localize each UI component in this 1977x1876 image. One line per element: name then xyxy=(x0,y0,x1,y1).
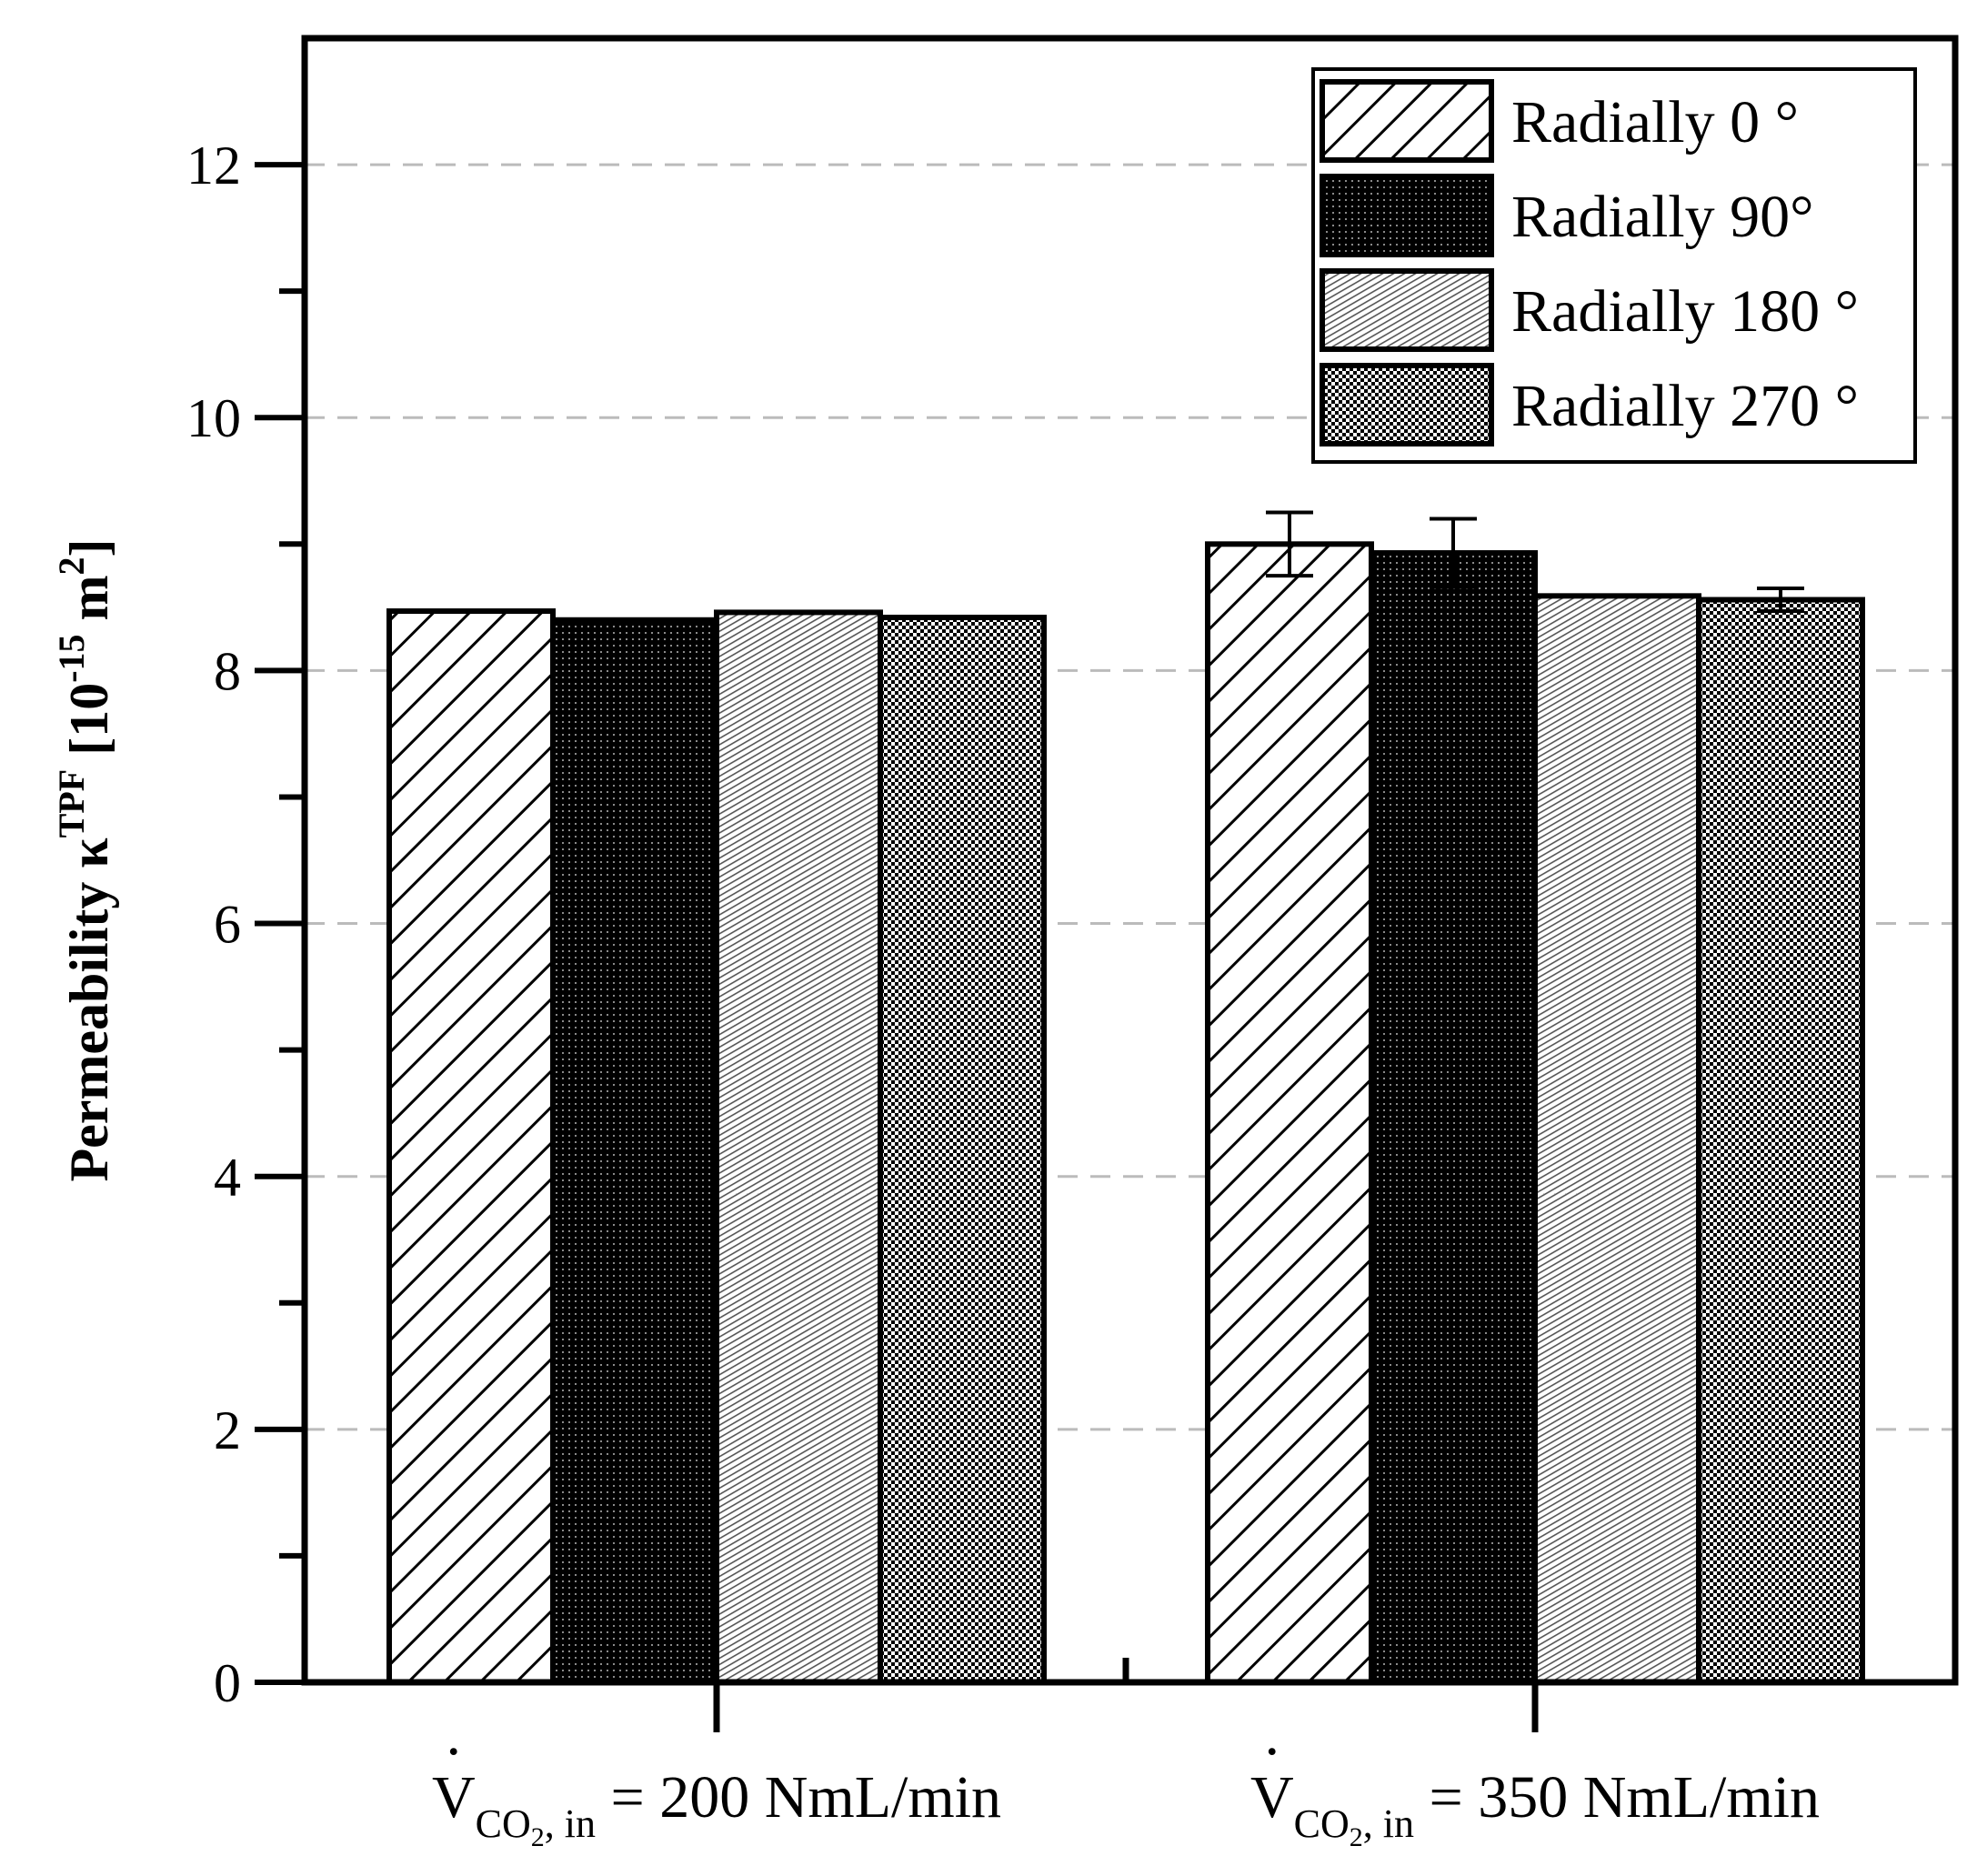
x-category-labels: VCO2, in = 200 NmL/min·VCO2, in = 350 Nm… xyxy=(432,1719,1820,1852)
y-title-unit-m-exp: 2 xyxy=(51,557,92,575)
bar-radially-270--cat1 xyxy=(878,614,1047,1685)
bars-group xyxy=(386,541,1865,1686)
y-tick-label: 6 xyxy=(214,895,241,955)
x-category-label: VCO2, in = 350 NmL/min xyxy=(1250,1764,1820,1852)
y-title-unit-open: [10 xyxy=(59,683,119,769)
legend-swatch xyxy=(1320,363,1494,446)
y-axis-ticks: 0 2 4 6 8 10 12 xyxy=(186,135,305,1713)
y-title-unit-exp: -15 xyxy=(51,634,92,682)
y-tick-label: 0 xyxy=(214,1653,241,1713)
y-title-unit-close: ] xyxy=(59,538,119,557)
y-axis-title: Permeability κTPF [10-15 m2] xyxy=(51,538,119,1181)
bar-radially-270--cat2 xyxy=(1696,597,1865,1685)
flow-rate-dot: · xyxy=(1262,1719,1282,1785)
y-tick-label: 4 xyxy=(214,1148,241,1208)
legend-swatch xyxy=(1320,79,1494,163)
legend-label: Radially 0 ° xyxy=(1511,89,1799,155)
y-title-superscript: TPF xyxy=(51,769,92,838)
legend-label: Radially 180 ° xyxy=(1511,278,1859,345)
flow-rate-dot: · xyxy=(444,1719,464,1785)
y-title-main: Permeability κ xyxy=(59,838,119,1181)
error-bars-group xyxy=(1266,510,1804,614)
y-tick-label: 12 xyxy=(186,135,241,196)
legend: Radially 0 ° Radially 90° Radially 180 ° Ra… xyxy=(1311,67,1917,464)
bar-radially-0--cat2 xyxy=(1205,541,1374,1685)
bar-radially-90--cat2 xyxy=(1369,550,1538,1685)
legend-swatch xyxy=(1320,268,1494,352)
bar-radially-90--cat1 xyxy=(550,617,719,1685)
y-title-unit-m: m xyxy=(59,575,119,634)
y-tick-label: 8 xyxy=(214,641,241,701)
y-tick-label: 2 xyxy=(214,1400,241,1460)
bar-radially-180--cat1 xyxy=(714,609,883,1686)
x-axis-ticks xyxy=(713,1658,1539,1732)
legend-label: Radially 270 ° xyxy=(1511,373,1859,439)
legend-label: Radially 90° xyxy=(1511,184,1814,250)
bar-radially-0--cat1 xyxy=(386,608,556,1685)
x-category-label: VCO2, in = 200 NmL/min xyxy=(432,1764,1001,1852)
bar-radially-180--cat2 xyxy=(1532,593,1701,1685)
legend-swatch xyxy=(1320,174,1494,257)
plot-frame xyxy=(301,35,1959,1686)
y-tick-label: 10 xyxy=(186,388,241,448)
